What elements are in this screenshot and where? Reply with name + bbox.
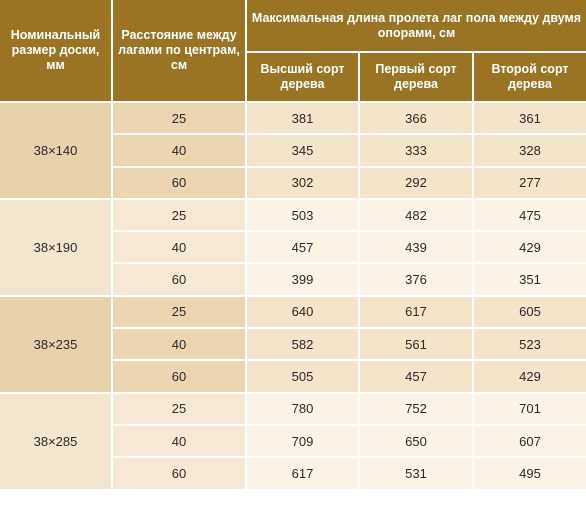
header-board-size: Номинальный размер доски, мм xyxy=(0,0,113,103)
header-grade-first: Первый сорт дерева xyxy=(358,51,474,103)
spacing-cell: 60 xyxy=(111,262,247,297)
span-first-cell: 752 xyxy=(358,391,474,426)
board-size-cell: 38×235 xyxy=(0,294,113,394)
spacing-cell: 40 xyxy=(111,423,247,459)
span-second-cell: 361 xyxy=(471,100,586,136)
span-first-cell: 439 xyxy=(358,230,474,265)
table-row: 40 457 439 429 xyxy=(0,230,586,265)
table-row: 60 617 531 495 xyxy=(0,456,586,491)
spacing-cell: 60 xyxy=(111,456,247,491)
board-size-cell: 38×285 xyxy=(0,391,113,491)
span-second-cell: 429 xyxy=(471,359,586,394)
span-second-cell: 607 xyxy=(471,423,586,459)
spacing-cell: 25 xyxy=(111,391,247,426)
span-top-cell: 302 xyxy=(245,165,360,200)
header-joist-spacing: Расстояние между лагами по центрам, см xyxy=(111,0,247,103)
table-row: 38×190 25 503 482 475 xyxy=(0,197,586,297)
span-top-cell: 640 xyxy=(245,294,360,330)
spacing-cell: 60 xyxy=(111,359,247,394)
span-top-cell: 345 xyxy=(245,133,360,168)
table-row: 60 505 457 429 xyxy=(0,359,586,394)
span-top-cell: 457 xyxy=(245,230,360,265)
table-row: 38×235 25 640 617 605 xyxy=(0,294,586,394)
span-second-cell: 523 xyxy=(471,327,586,362)
span-first-cell: 531 xyxy=(358,456,474,491)
table-row: 60 399 376 351 xyxy=(0,262,586,297)
span-first-cell: 617 xyxy=(358,294,474,330)
span-first-cell: 333 xyxy=(358,133,474,168)
span-second-cell: 277 xyxy=(471,165,586,200)
table-row: 38×285 25 780 752 701 xyxy=(0,391,586,491)
span-second-cell: 328 xyxy=(471,133,586,168)
span-top-cell: 617 xyxy=(245,456,360,491)
header-max-span: Максимальная длина пролета лаг пола межд… xyxy=(244,0,586,53)
span-top-cell: 582 xyxy=(245,327,360,362)
spacing-cell: 25 xyxy=(111,197,247,233)
table-row: 40 345 333 328 xyxy=(0,133,586,168)
span-top-cell: 503 xyxy=(245,197,360,233)
span-first-cell: 561 xyxy=(358,327,474,362)
board-size-cell: 38×140 xyxy=(0,101,113,200)
spacing-cell: 25 xyxy=(111,294,247,330)
spacing-cell: 40 xyxy=(111,133,247,168)
span-second-cell: 351 xyxy=(471,262,586,297)
spacing-cell: 25 xyxy=(111,100,247,136)
span-top-cell: 399 xyxy=(245,262,360,297)
header-grade-top: Высший сорт дерева xyxy=(245,51,360,103)
table-row: 40 582 561 523 xyxy=(0,327,586,362)
span-second-cell: 701 xyxy=(471,391,586,426)
board-size-cell: 38×190 xyxy=(0,197,113,297)
table-row: 40 709 650 607 xyxy=(0,423,586,459)
spacing-cell: 60 xyxy=(111,165,247,200)
span-first-cell: 292 xyxy=(358,165,474,200)
span-first-cell: 366 xyxy=(358,100,474,136)
span-first-cell: 457 xyxy=(358,359,474,394)
span-top-cell: 381 xyxy=(245,100,360,136)
span-top-cell: 505 xyxy=(245,359,360,394)
table-row: 38×140 25 381 366 361 xyxy=(0,100,586,200)
header-grade-second: Второй сорт дерева xyxy=(471,51,586,103)
span-second-cell: 429 xyxy=(471,230,586,265)
span-second-cell: 475 xyxy=(471,197,586,233)
span-first-cell: 482 xyxy=(358,197,474,233)
span-first-cell: 376 xyxy=(358,262,474,297)
span-second-cell: 495 xyxy=(471,456,586,491)
spacing-cell: 40 xyxy=(111,327,247,362)
span-top-cell: 780 xyxy=(245,391,360,426)
span-table: Номинальный размер доски, мм Расстояние … xyxy=(0,0,586,491)
table-row: 60 302 292 277 xyxy=(0,165,586,200)
span-second-cell: 605 xyxy=(471,294,586,330)
span-first-cell: 650 xyxy=(358,423,474,459)
span-top-cell: 709 xyxy=(245,423,360,459)
spacing-cell: 40 xyxy=(111,230,247,265)
